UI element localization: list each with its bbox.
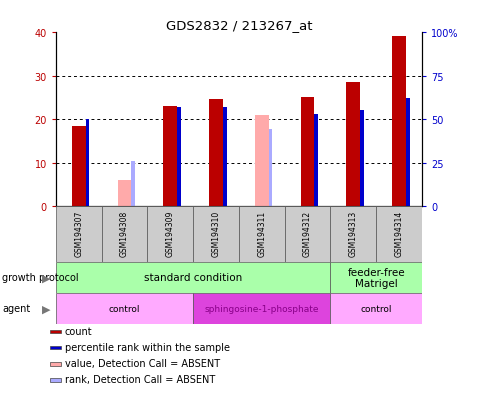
Text: ▶: ▶ [42,273,51,283]
Bar [50,363,61,366]
Text: GSM194313: GSM194313 [348,210,357,256]
Bar [330,206,376,262]
Bar [56,293,193,324]
Bar [193,293,330,324]
Bar [117,180,131,206]
Bar [300,98,314,206]
Bar [147,206,193,262]
Bar [238,206,284,262]
Text: control: control [360,304,391,313]
Text: percentile rank within the sample: percentile rank within the sample [65,342,229,352]
Text: standard condition: standard condition [144,273,242,283]
Title: GDS2832 / 213267_at: GDS2832 / 213267_at [165,19,312,32]
Bar [376,206,421,262]
Text: GSM194310: GSM194310 [211,210,220,256]
Bar [50,347,61,350]
Text: value, Detection Call = ABSENT: value, Detection Call = ABSENT [65,358,220,368]
Bar [101,206,147,262]
Bar [193,206,238,262]
Bar [163,107,177,206]
Bar [284,206,330,262]
Text: GSM194309: GSM194309 [166,210,174,256]
Text: feeder-free
Matrigel: feeder-free Matrigel [347,267,404,289]
Bar [255,115,268,206]
Bar [346,83,360,206]
Text: GSM194311: GSM194311 [257,210,266,256]
Text: growth protocol: growth protocol [2,273,79,283]
Bar [392,38,405,206]
Text: rank, Detection Call = ABSENT: rank, Detection Call = ABSENT [65,374,215,384]
Text: GSM194314: GSM194314 [394,210,403,256]
Text: agent: agent [2,304,30,314]
Text: sphingosine-1-phosphate: sphingosine-1-phosphate [204,304,318,313]
Bar [330,262,421,293]
Text: GSM194312: GSM194312 [302,210,311,256]
Bar [56,206,101,262]
Text: count: count [65,326,92,336]
Bar [177,108,181,206]
Bar [131,161,135,206]
Text: GSM194308: GSM194308 [120,210,129,256]
Bar [314,114,318,206]
Bar [56,262,330,293]
Text: GSM194307: GSM194307 [74,210,83,256]
Bar [330,293,421,324]
Bar [209,100,222,206]
Bar [360,111,363,206]
Text: ▶: ▶ [42,304,51,314]
Bar [222,108,226,206]
Text: control: control [108,304,140,313]
Bar [85,120,89,206]
Bar [405,99,409,206]
Bar [50,330,61,334]
Bar [72,126,85,206]
Bar [50,378,61,382]
Bar [268,130,272,206]
